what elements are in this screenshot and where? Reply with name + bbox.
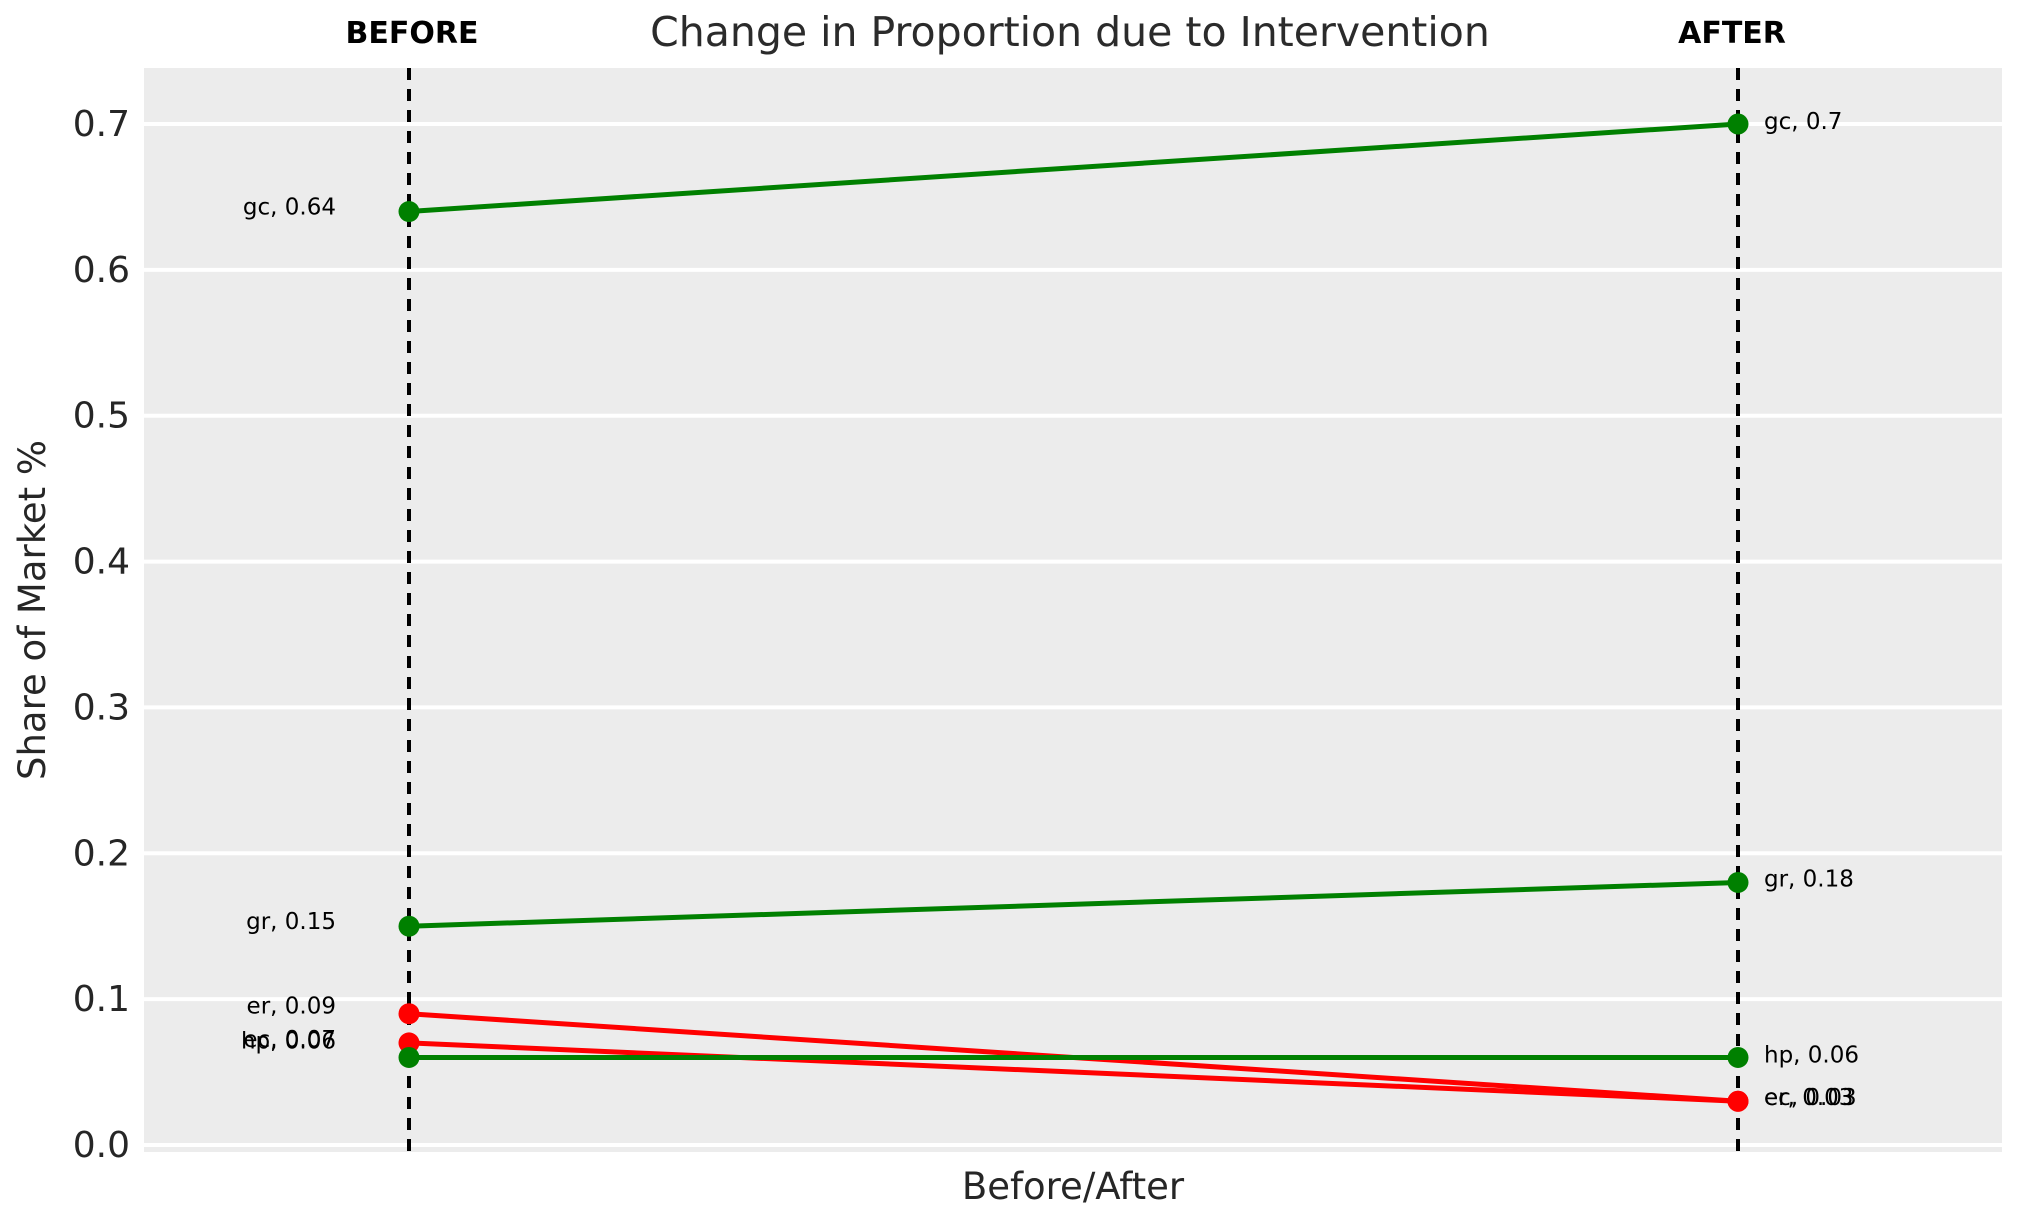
data-label-gc-before: gc, 0.64: [243, 195, 336, 221]
x-axis-label: Before/After: [962, 1165, 1185, 1208]
data-label-hp-after: hp, 0.06: [1764, 1042, 1859, 1068]
data-label-hp-before: hp, 0.06: [241, 1028, 336, 1054]
y-axis-label: Share of Market %: [11, 440, 54, 780]
data-label-er-after: er, 0.03: [1764, 1085, 1853, 1111]
plot-area: [144, 68, 2002, 1152]
data-labels: gc, 0.64 gc, 0.7 gr, 0.15 gr, 0.18 er, 0.09 e…: [241, 109, 1859, 1111]
after-column-header: AFTER: [1678, 16, 1786, 51]
column-rules: [407, 68, 1740, 1152]
series-lines: [398, 113, 1749, 1112]
y-tick-label: 0.1: [73, 979, 130, 1020]
before-column-header: BEFORE: [346, 16, 479, 51]
data-point-gc-after: [1727, 113, 1749, 135]
y-tick-label: 0.2: [73, 833, 130, 874]
slope-line-ec: [408, 1040, 1739, 1104]
y-tick-label: 0.7: [73, 104, 130, 145]
y-tick-label: 0.3: [73, 687, 130, 728]
data-label-er-before: er, 0.09: [247, 994, 336, 1020]
slope-line-gr: [408, 879, 1739, 929]
y-tick-label: 0.5: [73, 396, 130, 437]
slope-line-gc: [408, 121, 1739, 215]
data-point-hp-before: [398, 1046, 420, 1068]
data-point-gr-after: [1727, 871, 1749, 893]
gridlines: [144, 122, 2002, 1147]
data-label-gc-after: gc, 0.7: [1764, 109, 1842, 135]
data-point-ec-after: [1727, 1090, 1749, 1112]
y-tick-label: 0.6: [73, 250, 130, 291]
data-label-gr-before: gr, 0.15: [246, 909, 336, 935]
data-point-hp-after: [1727, 1046, 1749, 1068]
data-point-gc-before: [398, 201, 420, 223]
chart-title: Change in Proportion due to Intervention: [650, 8, 1490, 56]
data-point-er-before: [398, 1003, 420, 1025]
y-tick-labels: 0.0 0.1 0.2 0.3 0.4 0.5 0.6 0.7: [73, 104, 130, 1166]
data-point-gr-before: [398, 915, 420, 937]
data-point-ec-before: [398, 1032, 420, 1054]
y-tick-label: 0.4: [73, 542, 130, 583]
data-label-ec-before: ec, 0.07: [243, 1027, 336, 1053]
data-label-gr-after: gr, 0.18: [1764, 866, 1854, 892]
data-label-ec-after: ec, 0.03: [1764, 1085, 1857, 1111]
y-tick-label: 0.0: [73, 1125, 130, 1166]
